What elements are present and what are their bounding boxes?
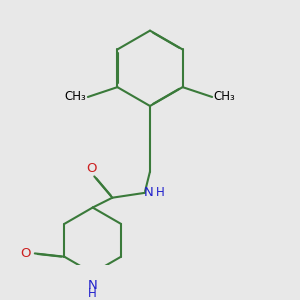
Text: O: O xyxy=(20,247,31,260)
Text: H: H xyxy=(156,186,165,199)
Text: N: N xyxy=(143,186,153,199)
Text: CH₃: CH₃ xyxy=(64,91,86,103)
Text: CH₃: CH₃ xyxy=(214,91,236,103)
Text: O: O xyxy=(86,162,96,175)
Text: N: N xyxy=(88,279,98,292)
Text: H: H xyxy=(88,287,97,300)
